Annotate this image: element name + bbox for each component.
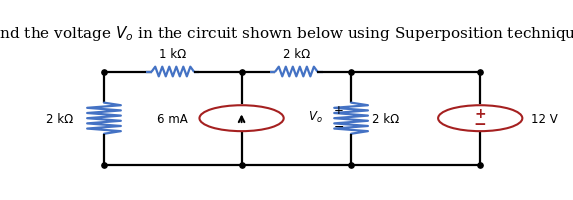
Text: +: + xyxy=(334,104,344,116)
Text: $V_o$: $V_o$ xyxy=(308,109,323,124)
Text: −: − xyxy=(474,116,486,131)
Text: 2 kΩ: 2 kΩ xyxy=(282,48,310,61)
Text: 2 kΩ: 2 kΩ xyxy=(372,112,399,125)
Text: Find the voltage $V_o$ in the circuit shown below using Superposition technique.: Find the voltage $V_o$ in the circuit sh… xyxy=(0,24,573,43)
Text: 12 V: 12 V xyxy=(531,112,558,125)
Text: −: − xyxy=(333,121,344,134)
Text: 1 kΩ: 1 kΩ xyxy=(159,48,186,61)
Text: 2 kΩ: 2 kΩ xyxy=(46,112,73,125)
Text: 6 mA: 6 mA xyxy=(158,112,188,125)
Text: +: + xyxy=(474,107,486,121)
